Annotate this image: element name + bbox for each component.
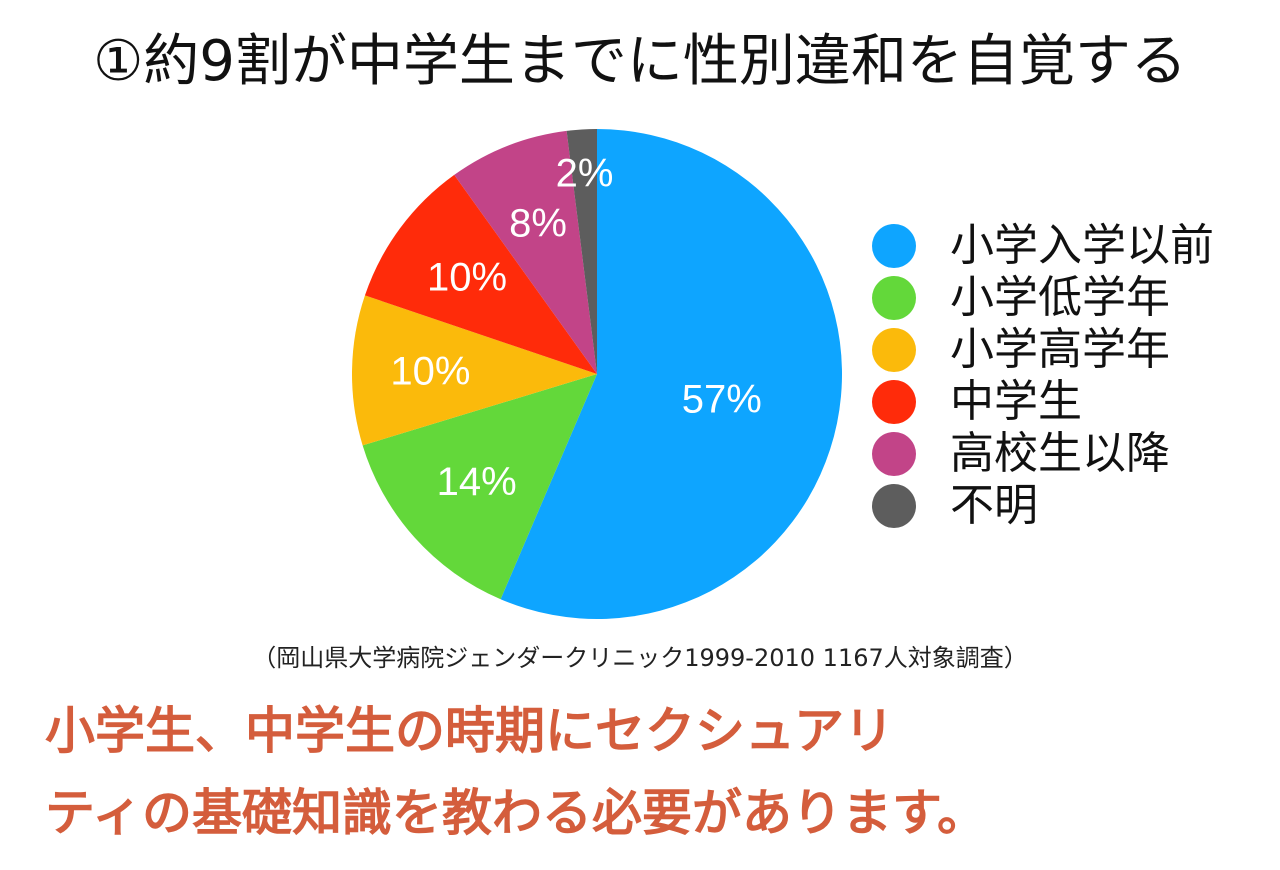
pie-slice-2 [362,374,597,600]
legend-swatch [872,224,916,268]
legend-item: 小学入学以前 [872,220,1272,272]
legend-label: 中学生 [950,376,1082,427]
legend-swatch [872,484,916,528]
pie-slice-3 [352,295,597,446]
page-title: ①約9割が中学生までに性別違和を自覚する [93,29,1187,94]
source-note: （岡山県大学病院ジェンダークリニック1999-2010 1167人対象調査） [252,644,1028,672]
legend: 小学入学以前 小学低学年 小学高学年 中学生 高校生以降 不明 [872,220,1272,532]
pie-slice-4 [364,174,597,374]
pie-slice-5 [454,130,597,374]
legend-item: 小学高学年 [872,324,1272,376]
pie-label-4: 10% [427,256,507,300]
pie-label-5: 8% [509,201,567,245]
legend-item: 中学生 [872,376,1272,428]
pie-label-1: 57% [682,378,762,422]
legend-label: 小学低学年 [950,272,1170,323]
pie-label-2: 14% [437,460,517,504]
legend-swatch [872,328,916,372]
legend-label: 高校生以降 [950,428,1170,479]
legend-swatch [872,380,916,424]
legend-swatch [872,432,916,476]
message-line-1: 小学生、中学生の時期にセクシュアリ [45,702,894,760]
pie-slice-6 [566,129,597,374]
legend-swatch [872,276,916,320]
legend-item: 小学低学年 [872,272,1272,324]
pie-chart: 57%14%10%10%8%2% [352,129,843,619]
legend-label: 小学入学以前 [950,220,1214,271]
legend-item: 高校生以降 [872,428,1272,480]
pie-slice-1 [500,129,843,619]
key-message: 小学生、中学生の時期にセクシュアリ ティの基礎知識を教わる必要があります。 [45,690,1265,854]
message-line-2: ティの基礎知識を教わる必要があります。 [45,784,987,842]
pie-label-3: 10% [390,349,470,393]
legend-label: 小学高学年 [950,324,1170,375]
legend-label: 不明 [950,480,1038,531]
legend-item: 不明 [872,480,1272,532]
pie-label-6: 2% [556,151,614,195]
